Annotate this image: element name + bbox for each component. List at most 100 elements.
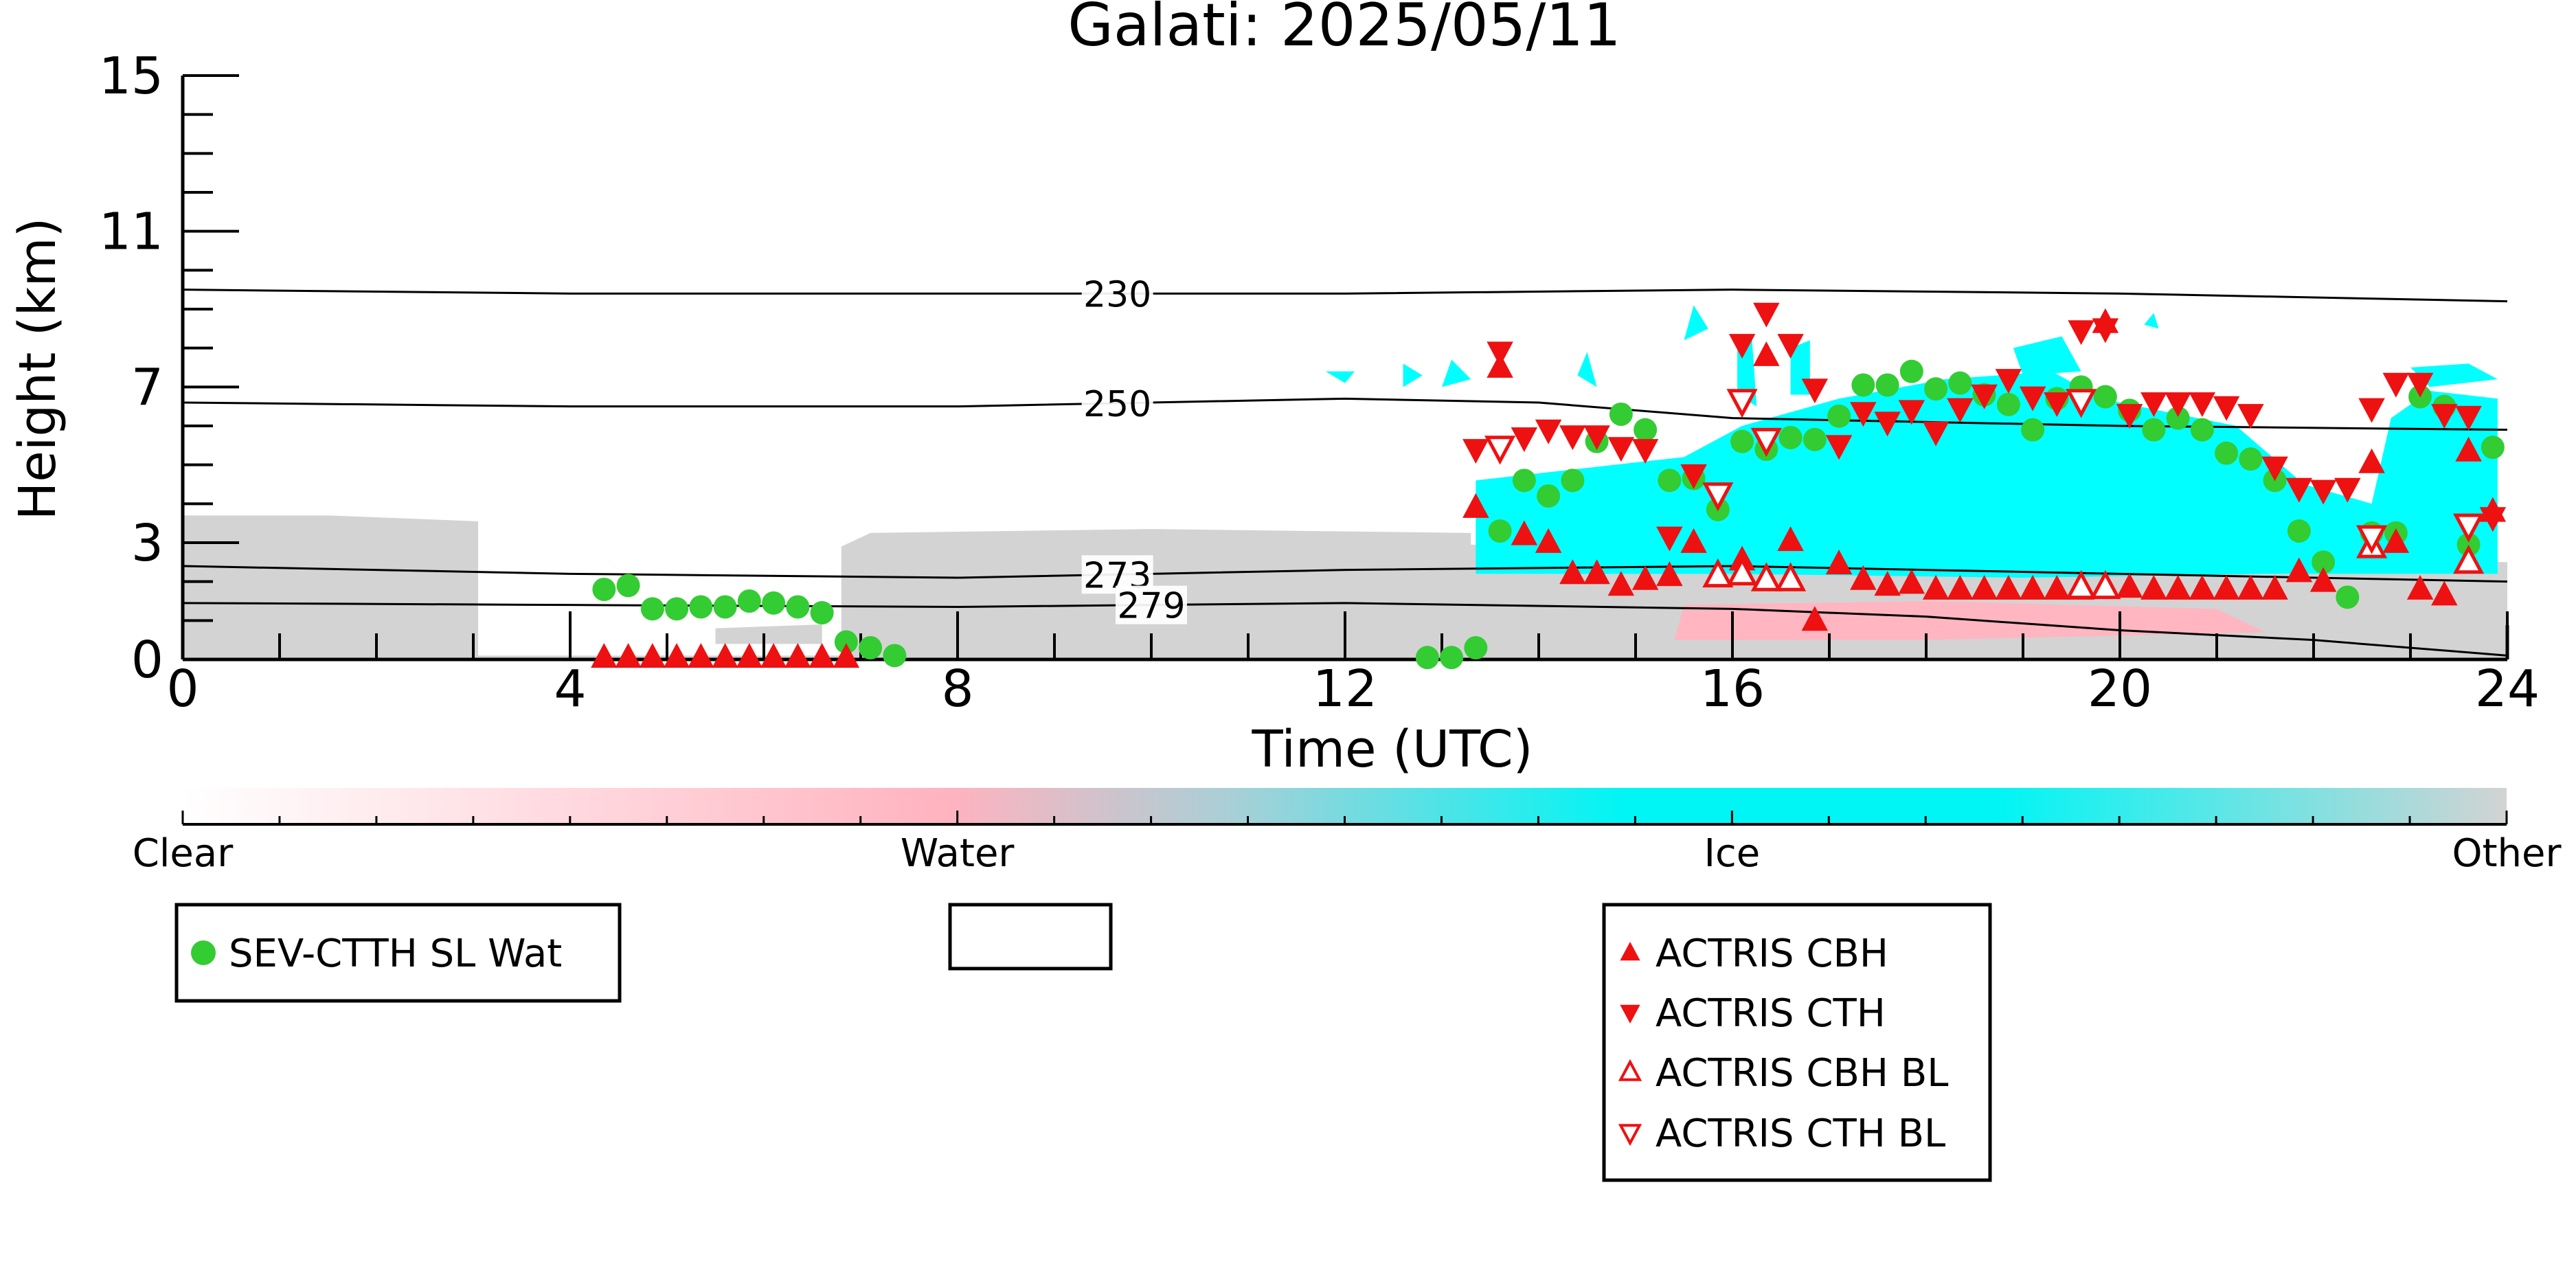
actris-cbh-marker [1850, 565, 1877, 590]
actris-cth-marker [2189, 392, 2216, 418]
actris-cbh-marker [712, 643, 738, 668]
actris-cth-marker [1753, 302, 1780, 328]
actris-cth-marker [2479, 507, 2507, 532]
actris-cth-marker [1631, 439, 1659, 464]
ice-region [1476, 371, 2498, 578]
x-tick-label: 16 [1700, 659, 1765, 719]
actris-cth-marker [1487, 341, 1513, 367]
actris-cbh-marker [736, 643, 763, 668]
actris-cbh-marker [2261, 574, 2288, 600]
actris-cbh-marker [809, 643, 835, 668]
actris-cth-marker [2406, 372, 2434, 398]
data-points [591, 302, 2507, 670]
actris-cbh-bl-marker [2453, 545, 2485, 574]
sev-ctth-point [1464, 636, 1488, 659]
sev-ctth-point [810, 601, 834, 624]
actris-cbh-marker [2140, 574, 2167, 600]
actris-cth-marker [1680, 464, 1707, 489]
actris-cbh-marker [2116, 573, 2143, 598]
actris-cth-marker [2116, 404, 2143, 429]
actris-cth-marker [1656, 526, 1683, 552]
colorbar-label: Ice [1704, 831, 1760, 876]
actris-cth-marker [2285, 477, 2313, 503]
ice-region [2013, 336, 2081, 376]
actris-cbh-marker [2189, 574, 2216, 600]
actris-cbh-marker [2165, 574, 2191, 600]
actris-cth-marker [2165, 392, 2191, 418]
actris-cth-bl-marker [1750, 427, 1782, 457]
x-axis-label: Time (UTC) [1251, 720, 1533, 779]
actris-cbh-marker [1753, 341, 1780, 366]
actris-cbh-bl-marker [2090, 569, 2121, 600]
contour-label-bg [1081, 274, 1153, 313]
contour-line [182, 397, 2508, 431]
actris-cth-marker [1777, 334, 1804, 359]
sev-ctth-point [1488, 519, 1512, 543]
legend-label: ACTRIS CBH [1656, 931, 1888, 976]
sev-ctth-point [859, 636, 883, 659]
legend-marker [191, 940, 216, 965]
actris-cth-bl-marker [2453, 513, 2485, 543]
actris-cbh-marker [2044, 574, 2070, 600]
x-tick-label: 0 [166, 659, 199, 719]
actris-cth-marker [2044, 392, 2070, 418]
actris-cbh-marker [1971, 574, 1998, 600]
sev-ctth-point [1537, 484, 1561, 508]
sev-ctth-point [665, 597, 689, 621]
actris-cth-marker [2237, 404, 2264, 429]
ice-region [1325, 371, 1355, 383]
sev-ctth-point [616, 574, 640, 598]
actris-cth-bl-marker [1484, 436, 1516, 465]
actris-cbh-marker [1801, 606, 1829, 631]
sev-ctth-point [2021, 418, 2045, 442]
actris-cbh-marker [1607, 571, 1635, 596]
actris-cbh-marker [1583, 559, 1610, 585]
sev-ctth-point [1851, 373, 1875, 397]
actris-cth-marker [1801, 379, 1829, 404]
actris-cth-marker [1607, 437, 1635, 462]
actris-cbh-marker [784, 643, 811, 668]
contour-line [182, 289, 2508, 303]
actris-cth-marker [1583, 425, 1610, 451]
actris-cth-marker [1922, 421, 1950, 447]
cloud-classification-field [183, 305, 2507, 659]
actris-cbh-marker [760, 643, 787, 668]
actris-cbh-marker [1922, 574, 1950, 600]
y-tick-label: 7 [131, 358, 163, 417]
actris-cbh-bl-marker [1702, 558, 1734, 588]
sev-ctth-point [2093, 385, 2117, 409]
actris-cth-marker [2213, 396, 2240, 421]
sev-ctth-point [1634, 418, 1658, 442]
actris-cbh-marker [1777, 526, 1804, 552]
actris-cbh-marker [591, 643, 618, 668]
sev-ctth-point [1948, 371, 1972, 395]
sev-ctth-point [1658, 468, 1682, 493]
actris-cth-marker [1850, 402, 1877, 427]
y-tick-label: 3 [131, 514, 163, 573]
actris-cth-marker [1462, 439, 1489, 464]
sev-ctth-point [640, 597, 664, 621]
actris-cth-bl-marker [1726, 389, 1758, 418]
sev-ctth-point [834, 630, 858, 654]
actris-cth-marker [1874, 411, 1901, 437]
sev-ctth-point [2142, 418, 2166, 442]
actris-cbh-marker [2406, 574, 2434, 600]
sev-ctth-point [1561, 468, 1585, 493]
y-tick-label: 0 [131, 631, 163, 690]
sev-ctth-point [1899, 359, 1923, 383]
ice-region [1403, 363, 1423, 387]
actris-cth-marker [2358, 398, 2385, 423]
actris-cbh-marker [1511, 520, 1538, 545]
ice-region [1442, 359, 1471, 387]
sev-ctth-point [2481, 436, 2505, 460]
sev-ctth-point [1730, 429, 1754, 453]
actris-cbh-marker [2309, 567, 2337, 592]
actris-cth-marker [2431, 404, 2458, 429]
actris-cth-marker [2140, 392, 2167, 418]
actris-cth-marker [1559, 425, 1586, 451]
legends: SEV-CTTH SL Wat ACTRIS CBH ACTRIS CTH ACTRI… [174, 903, 1992, 1182]
actris-cbh-marker [1947, 574, 1974, 600]
actris-cbh-marker [663, 643, 690, 668]
actris-cth-marker [2068, 320, 2094, 346]
